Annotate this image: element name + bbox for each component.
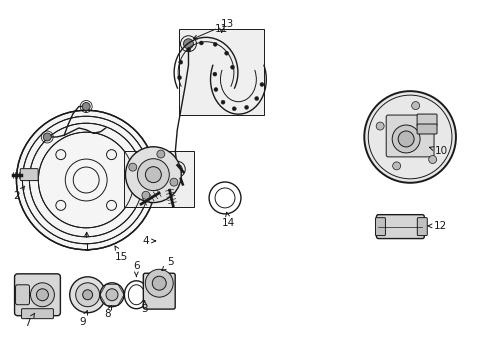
Circle shape [106,289,118,301]
Text: 11: 11 [215,24,228,35]
Circle shape [30,283,54,307]
Circle shape [213,42,217,46]
Circle shape [177,76,181,80]
Circle shape [244,105,248,109]
Text: 12: 12 [427,221,446,231]
Text: 9: 9 [80,311,87,327]
Circle shape [70,277,105,313]
FancyBboxPatch shape [15,274,60,316]
Circle shape [391,125,419,153]
Circle shape [254,96,258,100]
Circle shape [214,87,218,91]
Circle shape [221,100,224,104]
Circle shape [428,156,436,163]
Circle shape [411,102,419,109]
Circle shape [172,164,182,174]
Circle shape [232,107,236,111]
Circle shape [142,191,149,199]
FancyBboxPatch shape [376,215,424,239]
Bar [123,151,194,207]
FancyBboxPatch shape [21,309,53,319]
Circle shape [375,122,384,130]
FancyBboxPatch shape [16,285,29,305]
Circle shape [17,110,156,250]
Bar [179,30,264,116]
Circle shape [157,150,164,158]
Circle shape [145,269,173,297]
Text: 15: 15 [115,246,128,262]
Circle shape [82,103,90,111]
Text: 2: 2 [14,186,25,201]
Circle shape [128,163,137,171]
Text: 4: 4 [142,236,155,246]
Circle shape [37,289,48,301]
Circle shape [43,133,51,141]
Circle shape [76,283,100,307]
FancyBboxPatch shape [416,114,436,126]
FancyBboxPatch shape [20,168,38,181]
Text: 3: 3 [141,301,148,314]
Circle shape [125,147,181,203]
Circle shape [224,51,228,55]
Circle shape [186,48,190,51]
Circle shape [183,39,193,49]
Circle shape [100,283,123,307]
FancyBboxPatch shape [416,124,436,134]
Circle shape [364,91,455,183]
FancyBboxPatch shape [416,218,427,235]
FancyBboxPatch shape [143,273,175,309]
Circle shape [199,41,203,45]
Text: 1: 1 [83,232,90,253]
Text: 14: 14 [222,212,235,228]
Circle shape [392,162,400,170]
Circle shape [397,131,413,147]
Circle shape [137,159,169,190]
Text: 13: 13 [193,19,234,39]
Text: 7: 7 [24,313,35,328]
Text: 6: 6 [133,261,140,276]
Circle shape [82,290,92,300]
Text: 10: 10 [428,146,447,156]
Text: 8: 8 [103,306,111,319]
FancyBboxPatch shape [375,218,385,235]
FancyBboxPatch shape [386,115,433,157]
Circle shape [170,178,178,186]
Circle shape [179,60,183,64]
Circle shape [152,276,166,290]
Circle shape [230,65,234,69]
Circle shape [212,72,216,76]
Circle shape [145,167,161,183]
Circle shape [260,82,264,86]
Text: 5: 5 [162,257,173,271]
